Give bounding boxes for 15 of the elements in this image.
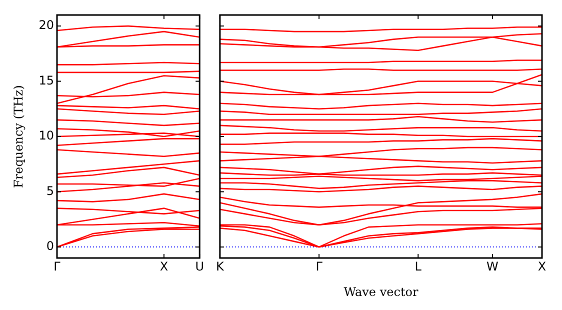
x-tick-label: X <box>160 259 168 274</box>
x-tick-label: L <box>414 259 422 274</box>
y-tick-label: 5 <box>46 184 54 198</box>
x-tick-label: X <box>538 259 546 274</box>
y-tick-label: 10 <box>38 128 54 143</box>
y-tick-label: 15 <box>38 73 54 88</box>
x-tick-label: K <box>216 259 225 274</box>
x-tick-label: Γ <box>54 259 61 274</box>
x-tick-label: Γ <box>316 259 323 274</box>
x-axis-title: Wave vector <box>344 284 418 299</box>
x-tick-label: W <box>486 259 499 274</box>
y-tick-label: 20 <box>38 18 54 32</box>
x-tick-label: U <box>195 259 204 274</box>
y-axis-title: Frequency (THz) <box>11 85 26 188</box>
y-tick-label: 0 <box>46 239 54 254</box>
